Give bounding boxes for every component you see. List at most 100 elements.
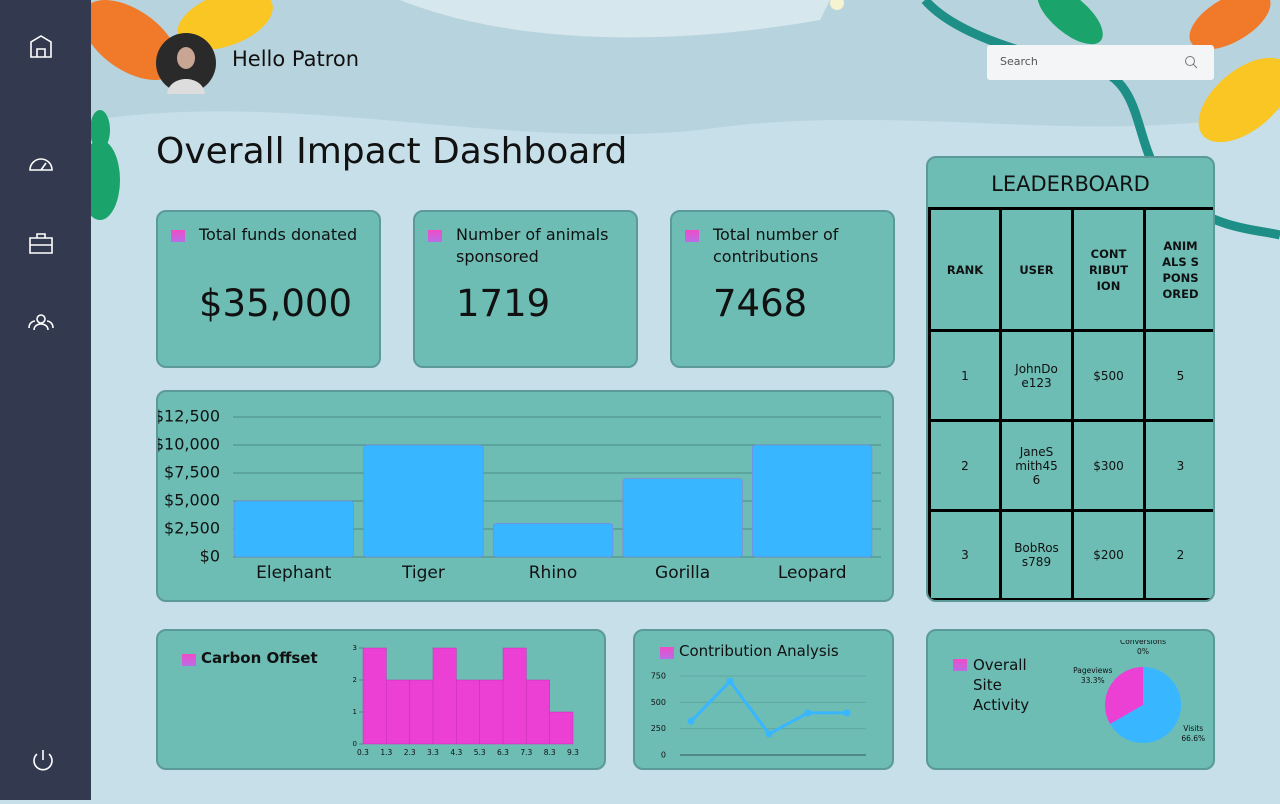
- power-icon[interactable]: [33, 750, 53, 771]
- stat-value: 7468: [713, 282, 808, 325]
- bar: [752, 444, 873, 558]
- column-header: ANIMALS SPONSORED: [1143, 207, 1213, 332]
- bar: [622, 478, 743, 558]
- avatar[interactable]: [155, 32, 217, 94]
- stat-label: Total number of contributions: [713, 225, 839, 266]
- sidebar: [0, 0, 91, 800]
- bar-chart: $0 $2,500 $5,000 $7,500 $10,000 $12,500 Elepha…: [154, 407, 881, 583]
- y-tick-label: 250: [651, 724, 666, 733]
- pie-value-label: 33.3%: [1081, 676, 1105, 685]
- x-tick-label: 6.3: [497, 748, 509, 757]
- y-tick-label: 0: [661, 751, 666, 760]
- pie-slice: [1110, 667, 1181, 743]
- stat-value: 1719: [456, 282, 551, 325]
- x-tick-label: 8.3: [544, 748, 556, 757]
- bar: [363, 444, 484, 558]
- bar: [409, 679, 434, 745]
- point: [765, 730, 773, 738]
- cell: 2: [928, 419, 1002, 512]
- stat-label: Number of animals sponsored: [456, 225, 609, 266]
- cell: 3: [928, 509, 1002, 600]
- cell: 3: [1143, 419, 1213, 512]
- bar: [456, 679, 480, 745]
- stat-label: Total funds donated: [199, 225, 358, 244]
- leaderboard-table: RANK USER CONTRIBUTION ANIMALS SPONSORED 1 Jo…: [928, 207, 1213, 600]
- pie-value-label: 66.6%: [1181, 734, 1205, 743]
- contribution-card: Contribution Analysis 0 250 500 750: [633, 629, 894, 770]
- stat-card: Total funds donated $35,000: [156, 210, 381, 368]
- line-chart: 0 250 500 750: [651, 672, 866, 760]
- pie-slice: [1105, 667, 1143, 724]
- stat-card: Total number of contributions 7468: [670, 210, 895, 368]
- carbon-card: Carbon Offset 0 1 2 3 0.3 1.3 2.3 3.3 4.3 5.3 6.3 7…: [156, 629, 606, 770]
- header-row: RANK USER CONTRIBUTION ANIMALS SPONSORED: [928, 207, 1213, 332]
- activity-card: Overall Site Activity Conversions 0% Pagev…: [926, 629, 1215, 770]
- chart-title: Contribution Analysis: [679, 642, 839, 660]
- column-header: RANK: [928, 207, 1002, 332]
- x-tick-label: Leopard: [778, 563, 847, 583]
- users-icon[interactable]: [28, 314, 54, 331]
- search-icon[interactable]: [1183, 54, 1199, 70]
- x-tick-label: Gorilla: [655, 563, 710, 583]
- pie-value-label: 0%: [1137, 647, 1149, 656]
- chart-title: Overall Site Activity: [973, 656, 1030, 714]
- chart-title: Carbon Offset: [201, 649, 318, 667]
- home-icon[interactable]: [30, 35, 52, 58]
- cell: 5: [1143, 329, 1213, 422]
- greeting: Hello Patron: [232, 47, 360, 71]
- line-series: [689, 678, 847, 736]
- y-tick-label: 750: [651, 672, 666, 681]
- row: 1 JohnDoe123 $500 5: [928, 329, 1213, 422]
- bar: [432, 647, 457, 745]
- cell: $300: [1071, 419, 1146, 512]
- y-tick-label: 3: [353, 644, 357, 652]
- search-box[interactable]: Search: [987, 45, 1214, 80]
- gauge-icon[interactable]: [29, 158, 53, 171]
- y-tick-label: 500: [651, 698, 666, 707]
- bar: [549, 711, 574, 745]
- point: [804, 709, 812, 717]
- x-tick-label: 4.3: [450, 748, 462, 757]
- x-tick-label: 3.3: [427, 748, 439, 757]
- y-tick-label: 2: [353, 676, 357, 684]
- x-tick-label: Tiger: [401, 563, 445, 583]
- briefcase-icon[interactable]: [29, 233, 53, 254]
- y-tick-label: $12,500: [158, 407, 220, 426]
- y-tick-label: $2,500: [164, 519, 220, 538]
- point: [687, 717, 695, 725]
- y-tick-label: 0: [353, 740, 357, 748]
- cell: $500: [1071, 329, 1146, 422]
- x-tick-label: 1.3: [380, 748, 392, 757]
- x-tick-label: Elephant: [256, 563, 332, 583]
- point: [843, 709, 851, 717]
- x-tick-label: 0.3: [357, 748, 369, 757]
- cell: JohnDoe123: [999, 329, 1074, 422]
- column-header: CONTRIBUTION: [1071, 207, 1146, 332]
- x-tick-label: 9.3: [567, 748, 579, 757]
- row: 2 JaneSmith456 $300 3: [928, 419, 1213, 512]
- cell: $200: [1071, 509, 1146, 600]
- y-tick-label: $5,000: [164, 491, 220, 510]
- bar: [233, 500, 354, 558]
- y-tick-label: $10,000: [158, 435, 220, 454]
- sidebar-icons: [28, 35, 54, 771]
- bar: [386, 679, 410, 745]
- y-tick-label: 1: [353, 708, 357, 716]
- leaderboard-title: LEADERBOARD: [991, 172, 1150, 196]
- histogram: 0 1 2 3 0.3 1.3 2.3 3.3 4.3 5.3 6.3 7.3 8.3 9.3: [353, 644, 580, 757]
- bar: [526, 679, 550, 745]
- cell: JaneSmith456: [999, 419, 1074, 512]
- pie-label: Conversions: [1120, 640, 1166, 646]
- cell: 2: [1143, 509, 1213, 600]
- x-tick-label: Rhino: [529, 563, 578, 583]
- cell: 1: [928, 329, 1002, 422]
- y-tick-label: $0: [200, 547, 220, 566]
- x-tick-label: 2.3: [404, 748, 416, 757]
- pie-label: Visits: [1183, 724, 1203, 733]
- stat-value: $35,000: [199, 282, 353, 325]
- bar: [502, 647, 527, 745]
- y-tick-label: $7,500: [164, 463, 220, 482]
